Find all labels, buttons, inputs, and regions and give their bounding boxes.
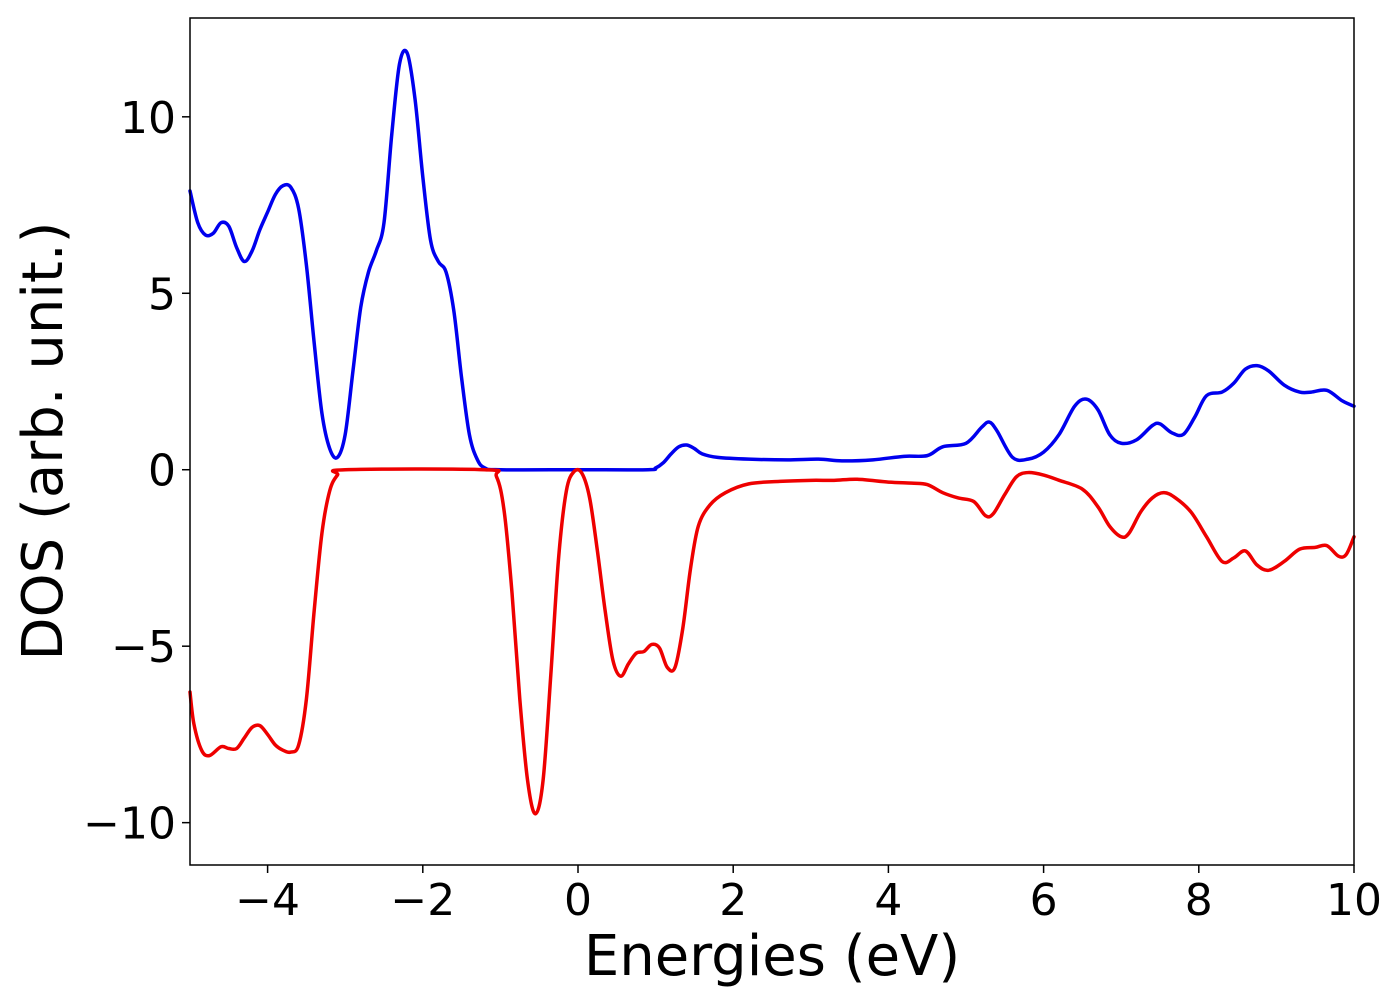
y-tick-label: 10 [120, 93, 176, 144]
y-tick-label: 5 [148, 269, 176, 320]
x-tick-label: 6 [1030, 875, 1058, 926]
y-tick-label: −5 [111, 622, 176, 673]
plot-series [188, 48, 1356, 816]
x-axis-title: Energies (eV) [584, 924, 960, 989]
y-tick-label: 0 [148, 446, 176, 497]
x-tick-label: 10 [1326, 875, 1382, 926]
x-tick-label: −4 [235, 875, 300, 926]
x-tick-label: 0 [564, 875, 592, 926]
x-tick-label: −2 [390, 875, 455, 926]
series-line-1 [188, 48, 1356, 472]
y-tick-label: −10 [83, 799, 176, 850]
x-tick-label: 4 [874, 875, 902, 926]
x-tick-label: 2 [719, 875, 747, 926]
x-axis: −4 −2 0 2 4 6 8 10 [235, 865, 1382, 926]
x-tick-label: 8 [1185, 875, 1213, 926]
plot-frame [189, 17, 1355, 866]
y-axis: −10 −5 0 5 10 [83, 93, 190, 850]
y-axis-title: DOS (arb. unit.) [11, 221, 76, 660]
series-line-2 [188, 467, 1356, 816]
